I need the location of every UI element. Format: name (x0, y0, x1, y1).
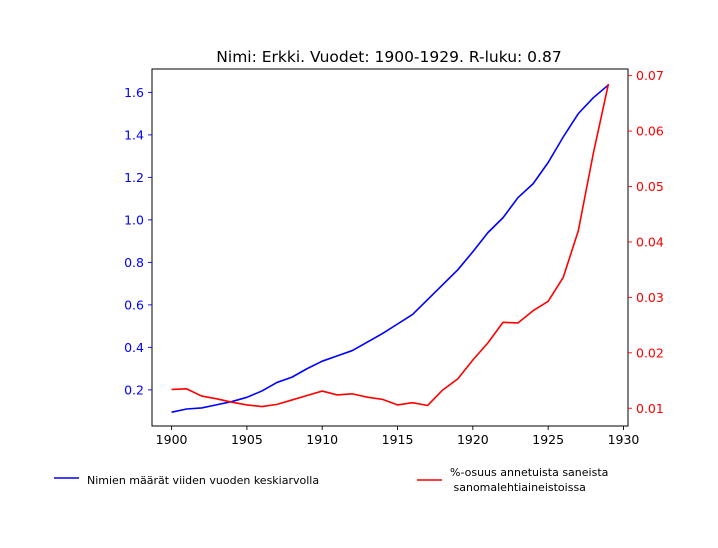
series-layer (171, 83, 610, 413)
y-left-tick-label: 0.4 (124, 340, 144, 355)
chart-title: Nimi: Erkki. Vuodet: 1900-1929. R-luku: … (216, 48, 561, 66)
x-tick-label: 1920 (457, 432, 489, 447)
plot-frame (151, 68, 629, 427)
x-tick-label: 1910 (306, 432, 338, 447)
legend-entry-red: %-osuus annetuista saneista sanomalehtia… (417, 466, 608, 494)
legend-label-red-line: sanomalehtiaineistoissa (450, 481, 586, 494)
legend-entry-blue: Nimien määrät viiden vuoden keskiarvolla (54, 474, 319, 487)
y-right-tick-label: 0.01 (636, 401, 664, 416)
x-tick-label: 1905 (231, 432, 263, 447)
x-axis: 1900 1905 1910 1915 1920 1925 1930 (156, 426, 640, 447)
y-right-tick-label: 0.04 (636, 234, 664, 249)
y-axis-left: 0.2 0.4 0.6 0.8 1.0 1.2 1.4 1.6 (124, 85, 152, 397)
legend-label-red-line: %-osuus annetuista saneista (450, 466, 608, 479)
y-right-tick-label: 0.05 (636, 179, 664, 194)
y-left-tick-label: 1.2 (124, 170, 144, 185)
y-axis-right: 0.01 0.02 0.03 0.04 0.05 0.06 0.07 (628, 68, 664, 416)
legend-label-red: %-osuus annetuista saneista sanomalehtia… (450, 466, 608, 494)
y-left-tick-label: 0.6 (124, 297, 144, 312)
y-right-tick-label: 0.06 (636, 124, 664, 139)
legend: Nimien määrät viiden vuoden keskiarvolla… (54, 466, 608, 494)
y-right-tick-label: 0.03 (636, 290, 664, 305)
x-tick-label: 1900 (156, 432, 188, 447)
legend-label-blue: Nimien määrät viiden vuoden keskiarvolla (87, 474, 319, 487)
y-left-tick-label: 0.8 (124, 255, 144, 270)
y-left-tick-label: 0.2 (124, 382, 144, 397)
y-right-tick-label: 0.07 (636, 68, 664, 83)
y-left-tick-label: 1.6 (124, 85, 144, 100)
x-tick-label: 1930 (608, 432, 640, 447)
series-line-1 (171, 83, 610, 408)
x-tick-label: 1915 (382, 432, 414, 447)
x-tick-label: 1925 (532, 432, 564, 447)
y-left-tick-label: 1.0 (124, 212, 144, 227)
series-line-0 (171, 84, 609, 413)
y-right-tick-label: 0.02 (636, 345, 664, 360)
y-left-tick-label: 1.4 (124, 127, 144, 142)
